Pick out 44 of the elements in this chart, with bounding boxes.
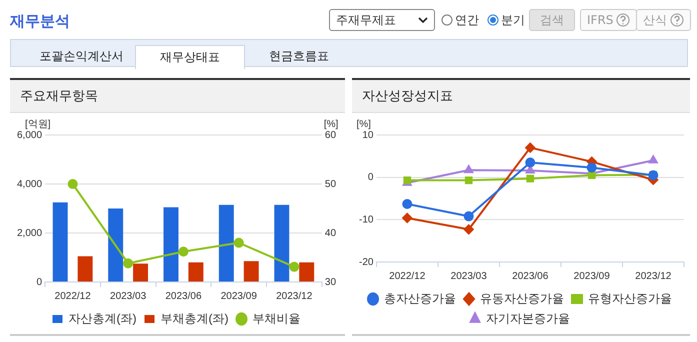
y-axis-title: [%] — [356, 118, 372, 130]
x-tick-label: 2023/09 — [220, 290, 258, 302]
y-tick-label: 10 — [362, 130, 374, 141]
y-tick-label: 0 — [368, 172, 374, 184]
y-axis-title: [억원] — [25, 118, 51, 130]
x-tick-label: 2023/09 — [574, 270, 610, 282]
x-tick-label: 2023/03 — [450, 270, 488, 282]
chart-title: 자산성장성지표 — [352, 80, 690, 113]
y-tick-label: 0 — [36, 276, 42, 288]
chart-title: 주요재무항목 — [10, 80, 345, 113]
text: 연간 — [455, 12, 479, 28]
y2-tick-label: 60 — [324, 130, 336, 141]
y-tick-label: -20 — [359, 256, 374, 268]
legend-label: 부채비율 — [252, 311, 300, 326]
x-tick-label: 2023/06 — [165, 290, 202, 302]
y2-axis-title: [%] — [324, 118, 339, 130]
legend-label: 자기자본증가율 — [486, 311, 570, 326]
y2-tick-label: 40 — [324, 228, 336, 239]
text: 검색 — [529, 9, 575, 31]
text: IFRS — [587, 13, 614, 27]
text: 재무상태표 — [135, 45, 245, 69]
text: 분기 — [501, 12, 525, 28]
text: 주재무제표 — [336, 12, 396, 28]
legend-label: 자산총계(좌) — [68, 311, 137, 326]
y-tick-label: 2,000 — [16, 228, 42, 239]
text: 현금흐름표 — [268, 48, 330, 64]
y2-tick-label: 30 — [324, 276, 336, 288]
x-tick-label: 2023/12 — [635, 270, 672, 282]
text: 산식 — [643, 12, 667, 28]
x-tick-label: 2023/12 — [276, 290, 313, 302]
text: 포괄손익계산서 — [38, 48, 124, 64]
x-tick-label: 2022/12 — [389, 270, 426, 282]
x-tick-label: 2023/06 — [512, 270, 549, 282]
legend-label: 부채총계(좌) — [160, 311, 228, 326]
legend-label: 유동자산증가율 — [480, 291, 564, 306]
y-tick-label: 6,000 — [16, 130, 42, 141]
legend-label: 총자산증가율 — [384, 291, 456, 306]
y-tick-label: 4,000 — [16, 178, 42, 190]
y-tick-label: -10 — [359, 214, 374, 226]
x-tick-label: 2022/12 — [54, 290, 92, 302]
legend-label: 유형자산증가율 — [588, 291, 672, 306]
y2-tick-label: 50 — [324, 178, 336, 190]
x-tick-label: 2023/03 — [110, 290, 147, 302]
text: 재무분석 — [10, 12, 70, 31]
